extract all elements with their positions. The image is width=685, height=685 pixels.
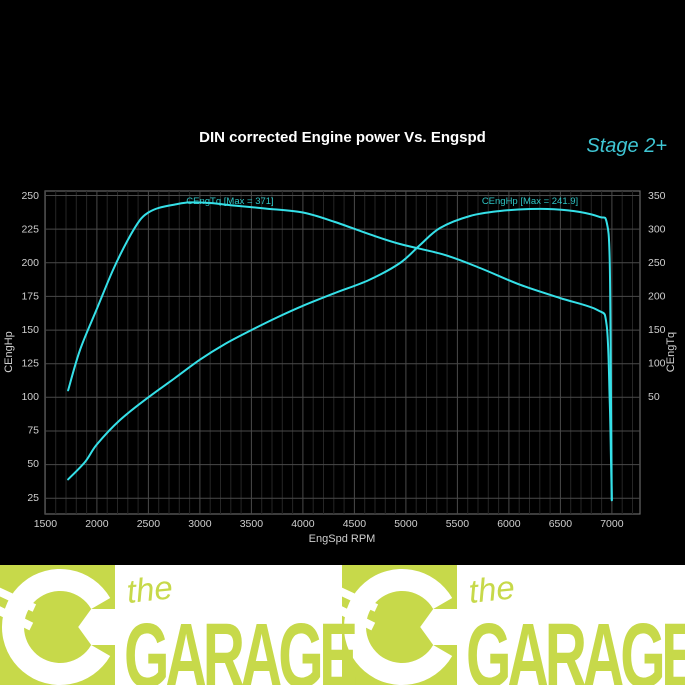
svg-text:5500: 5500 [446,518,470,530]
svg-text:EngSpd RPM: EngSpd RPM [309,533,376,545]
svg-text:125: 125 [21,358,39,370]
svg-text:CEngHp: CEngHp [3,331,15,373]
svg-text:7000: 7000 [600,518,624,530]
svg-text:1500: 1500 [34,518,58,530]
svg-text:100: 100 [648,358,666,370]
svg-text:5000: 5000 [394,518,418,530]
svg-text:3000: 3000 [188,518,212,530]
svg-text:150: 150 [21,324,39,336]
svg-text:100: 100 [21,391,39,403]
svg-text:50: 50 [648,391,660,403]
svg-text:3500: 3500 [240,518,264,530]
svg-text:CEngHp [Max = 241.9]: CEngHp [Max = 241.9] [482,196,578,207]
svg-text:300: 300 [648,224,666,236]
svg-text:200: 200 [21,257,39,269]
svg-text:75: 75 [27,425,39,437]
svg-text:2000: 2000 [85,518,109,530]
svg-text:4500: 4500 [343,518,367,530]
svg-text:GARAGE: GARAGE [124,605,356,685]
svg-text:175: 175 [21,291,39,303]
svg-text:6500: 6500 [549,518,573,530]
svg-text:25: 25 [27,492,39,504]
svg-text:250: 250 [21,190,39,202]
svg-text:250: 250 [648,257,666,269]
svg-text:350: 350 [648,190,666,202]
svg-text:4000: 4000 [291,518,315,530]
svg-text:50: 50 [27,458,39,470]
svg-text:CEngTq: CEngTq [665,332,677,372]
svg-text:2500: 2500 [137,518,161,530]
svg-text:225: 225 [21,224,39,236]
svg-text:150: 150 [648,324,666,336]
svg-text:6000: 6000 [497,518,521,530]
svg-text:200: 200 [648,291,666,303]
